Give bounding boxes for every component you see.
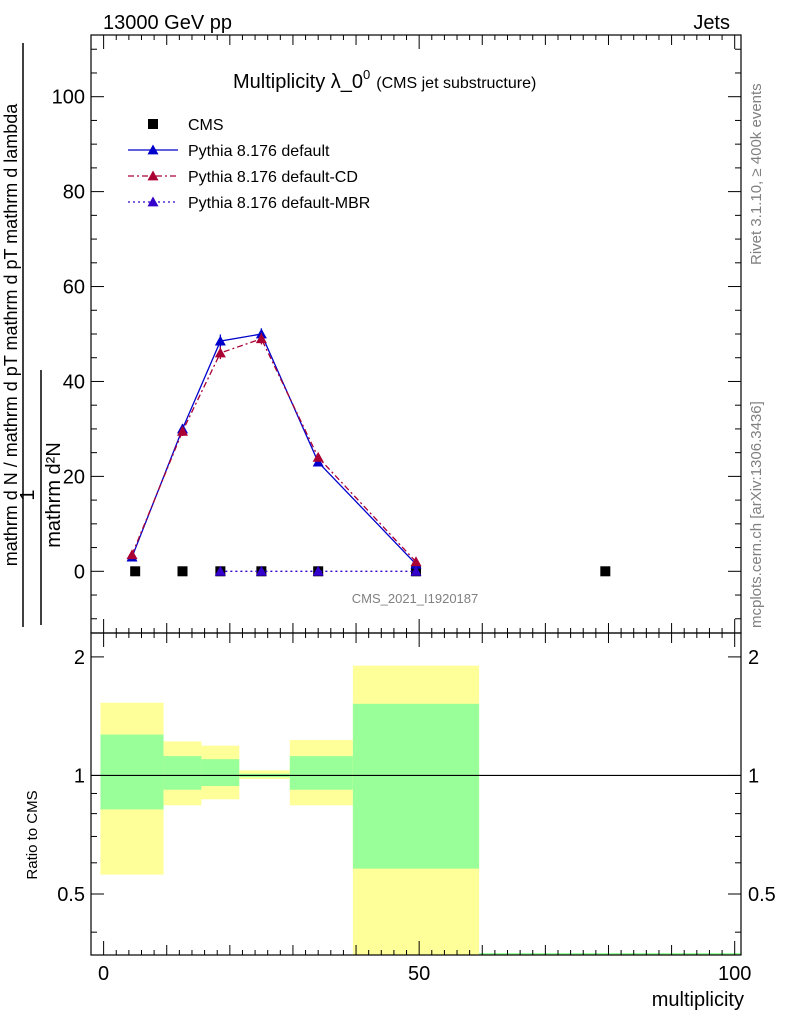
series-0 (130, 566, 611, 577)
rivet-label: Rivet 3.1.10, ≥ 400k events (748, 83, 765, 265)
data-point (600, 566, 611, 577)
analysis-watermark: CMS_2021_I1920187 (352, 591, 479, 606)
data-point (214, 565, 226, 576)
series-1 (126, 328, 422, 569)
ratio-frame (90, 632, 742, 956)
ratio-band-inner (289, 756, 353, 790)
ratio-ytick-label: 2 (74, 647, 85, 669)
legend-marker (147, 196, 159, 207)
ratio-band-inner (100, 734, 164, 810)
ratio-ytick-label: 1 (74, 765, 85, 787)
data-point (126, 549, 138, 560)
legend-item: Pythia 8.176 default (128, 143, 330, 160)
data-point (130, 566, 141, 577)
plot-title-main: Multiplicity λ_0 (233, 71, 363, 93)
legend: CMS Pythia 8.176 default Pythia 8.176 defa… (128, 117, 370, 212)
main-ytick-label: 60 (63, 277, 85, 299)
ratio-ytick-label-right: 1 (748, 765, 759, 787)
data-point (214, 347, 226, 358)
ylabel-numerator: mathrm d²N (43, 442, 65, 548)
data-point (177, 566, 188, 577)
mcplots-label: mcplots.cern.ch [arXiv:1306.3436] (748, 401, 765, 628)
data-point (410, 565, 422, 576)
main-ytick-label: 20 (63, 466, 85, 488)
legend-label: Pythia 8.176 default (188, 143, 330, 160)
xlabel: multiplicity (652, 989, 744, 1011)
legend-item: Pythia 8.176 default-MBR (128, 195, 370, 212)
main-ytick-label: 80 (63, 182, 85, 204)
ratio-xtick-label: 0 (98, 963, 109, 985)
ylabel-denominator: mathrm d N / mathrm d pT mathrm d pT mat… (1, 103, 21, 566)
legend-item: CMS (148, 117, 224, 134)
data-point (312, 565, 324, 576)
plot-subtitle: (CMS jet substructure) (376, 75, 536, 92)
ratio-xtick-label: 50 (408, 963, 430, 985)
main-ytick-label: 100 (52, 87, 85, 109)
data-point (214, 335, 226, 346)
data-point (312, 451, 324, 462)
ratio-ylabel: Ratio to CMS (24, 790, 41, 879)
ylabel-prefactor: 1 (17, 489, 39, 500)
data-point (410, 556, 422, 567)
main-ytick-label: 0 (74, 561, 85, 583)
legend-marker (147, 144, 159, 155)
plot-title-sup: 0 (363, 67, 370, 82)
legend-label: Pythia 8.176 default-CD (188, 169, 358, 186)
legend-label: CMS (188, 117, 224, 134)
main-plot: 0 20 40 60 80 100 (52, 34, 742, 634)
data-point (177, 425, 189, 436)
ratio-band-inner (163, 756, 202, 790)
series-2 (126, 333, 422, 567)
header-left: 13000 GeV pp (103, 12, 232, 34)
data-point (255, 333, 267, 344)
data-point (255, 565, 267, 576)
ratio-plot: 0 50 100 0.5 0.5 1 1 2 2 (57, 632, 776, 985)
legend-item: Pythia 8.176 default-CD (128, 169, 358, 186)
legend-marker (148, 119, 158, 129)
series-3 (214, 565, 422, 576)
main-ytick-label: 40 (63, 371, 85, 393)
legend-marker (147, 170, 159, 181)
ratio-ytick-label: 0.5 (57, 884, 85, 906)
ratio-band-inner (352, 703, 480, 869)
ratio-band-inner (201, 759, 240, 787)
legend-label: Pythia 8.176 default-MBR (188, 195, 370, 212)
ratio-xtick-label: 100 (718, 963, 751, 985)
series-line (131, 337, 417, 563)
ratio-ytick-label-right: 0.5 (748, 884, 776, 906)
main-ylabel: 1 mathrm d²N mathrm d N / mathrm d pT ma… (1, 43, 65, 627)
plot-title: Multiplicity λ_00 (CMS jet substructure) (233, 67, 536, 93)
ratio-ytick-label-right: 2 (748, 647, 759, 669)
header-right: Jets (693, 12, 730, 34)
